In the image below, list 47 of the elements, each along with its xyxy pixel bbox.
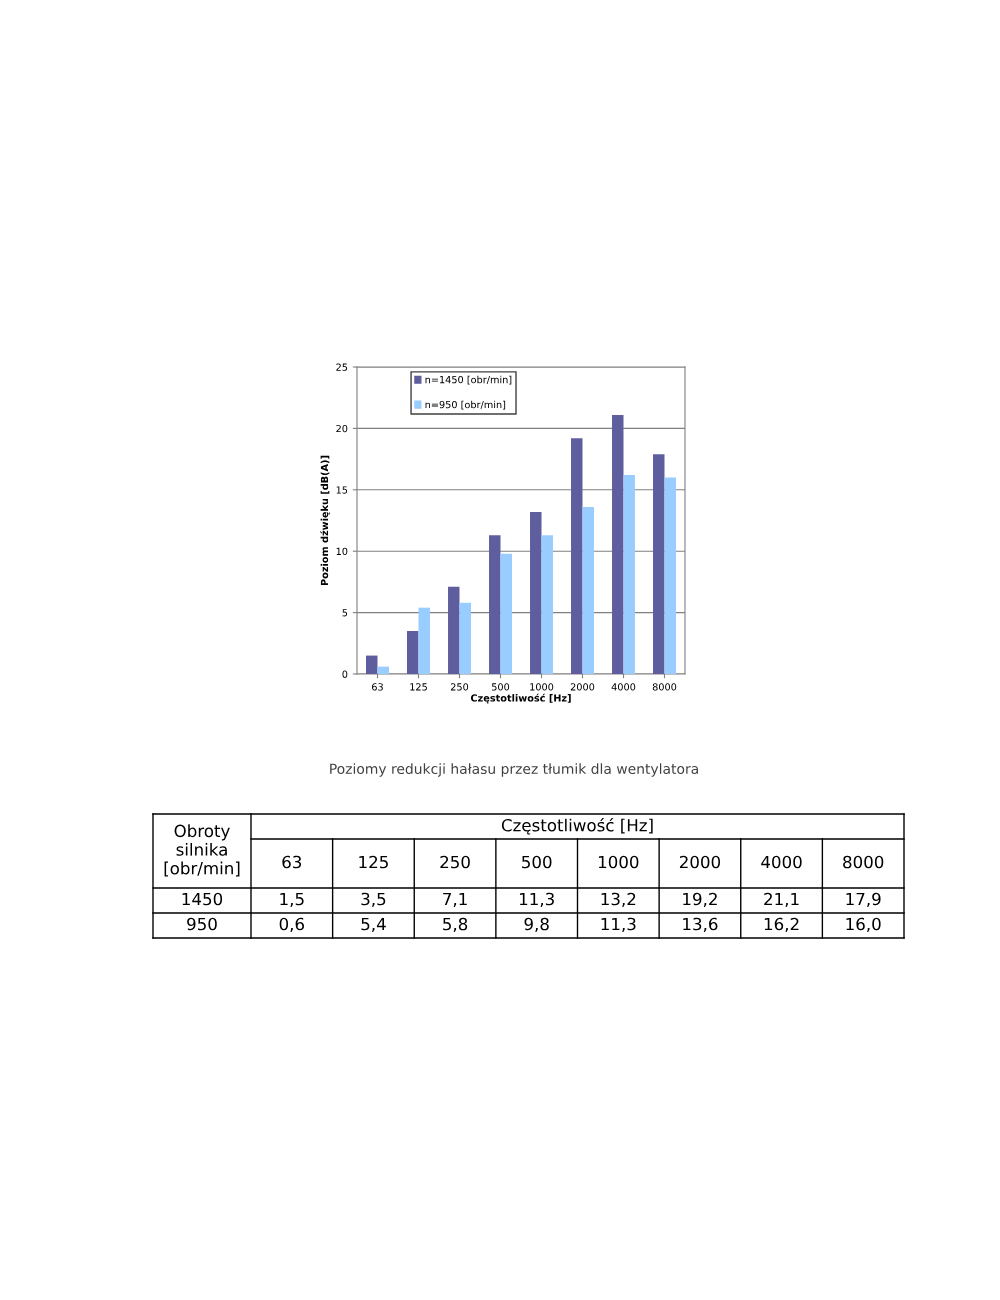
legend-label: n=1450 [obr/min]	[425, 375, 512, 385]
category-label: 250	[440, 855, 470, 869]
text: 950	[187, 917, 217, 931]
x-tick-label: 1000	[530, 683, 554, 691]
y-tick-label: 20	[336, 424, 348, 433]
text: 13,6	[683, 917, 718, 933]
x-tick-label: 8000	[652, 683, 677, 691]
category-label: 1000	[598, 855, 639, 869]
category-label: 63	[282, 855, 302, 869]
text: 7,1	[443, 892, 467, 908]
category-label: 8000	[843, 855, 884, 869]
x-axis-title: Częstotliwość [Hz]	[470, 693, 571, 704]
text: 17,9	[846, 892, 881, 908]
text: 5,4	[361, 917, 386, 933]
legend-label: n=950 [obr/min]	[425, 400, 506, 410]
y-tick-label: 5	[342, 609, 348, 617]
x-tick-label: 500	[491, 683, 510, 691]
text: 9,8	[524, 917, 549, 933]
y-tick-label: 15	[336, 486, 348, 494]
text: 16,2	[764, 917, 799, 933]
text: Poziomy redukcji hałasu przez tłumik dla wentylatora	[330, 763, 698, 777]
text: 13,2	[601, 892, 636, 908]
y-axis-title: Poziom dźwięku [dB(A)]	[320, 455, 330, 586]
x-tick-label: 4000	[611, 683, 636, 691]
text: 3,5	[361, 892, 386, 908]
y-tick-label: 10	[336, 547, 348, 556]
text: 1,5	[280, 892, 304, 908]
x-tick-label: 250	[450, 683, 469, 691]
x-tick-label: 2000	[570, 683, 595, 691]
category-label: 500	[522, 855, 552, 869]
text: 1450	[182, 892, 223, 906]
x-tick-label: 63	[371, 683, 383, 691]
text: 16,0	[846, 917, 881, 933]
text: 21,1	[764, 892, 799, 908]
text: 0,6	[279, 917, 305, 933]
x-tick-label: 125	[410, 683, 427, 691]
text: 19,2	[683, 892, 717, 908]
text: 11,3	[519, 892, 554, 908]
text: Obroty silnika [obr/min]	[164, 824, 240, 877]
category-label: 4000	[761, 855, 802, 869]
category-label: 2000	[679, 855, 721, 869]
category-label: 125	[359, 855, 388, 869]
text: Częstotliwość [Hz]	[501, 817, 653, 835]
text: 11,3	[601, 917, 636, 933]
y-tick-label: 25	[336, 363, 348, 371]
text: 5,8	[443, 917, 468, 933]
y-tick-label: 0	[342, 670, 348, 678]
